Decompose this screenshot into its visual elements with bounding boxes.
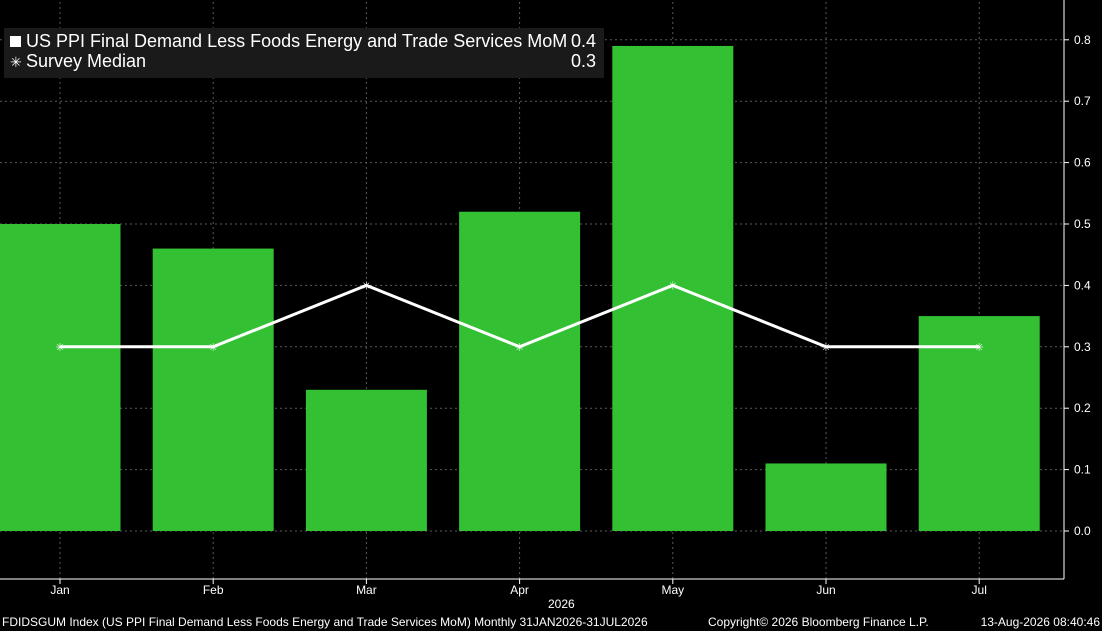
- y-tick-label: 0.0: [1074, 524, 1091, 538]
- y-tick-label: 0.6: [1074, 156, 1091, 170]
- bar: [918, 316, 1040, 531]
- footer-copyright: Copyright© 2026 Bloomberg Finance L.P.: [708, 615, 929, 629]
- median-point: ✳: [55, 341, 64, 354]
- legend-value-survey: 0.3: [570, 51, 596, 71]
- x-tick-label: Feb: [203, 583, 224, 597]
- legend: US PPI Final Demand Less Foods Energy an…: [4, 28, 604, 78]
- bar: [152, 248, 274, 531]
- median-point: ✳: [209, 341, 218, 354]
- asterisk-marker-icon: ✳: [10, 54, 22, 70]
- y-tick-label: 0.4: [1074, 278, 1091, 292]
- bar-swatch-icon: [10, 36, 21, 47]
- bar: [612, 45, 734, 531]
- footer-source: FDIDSGUM Index (US PPI Final Demand Less…: [2, 615, 648, 629]
- y-tick-label: 0.1: [1074, 463, 1091, 477]
- x-tick-label: Jan: [50, 583, 69, 597]
- bar: [765, 463, 887, 531]
- y-tick-label: 0.3: [1074, 340, 1091, 354]
- x-tick-label: Apr: [510, 583, 529, 597]
- legend-entry-survey: ✳ Survey Median 0.3: [10, 51, 596, 71]
- legend-entry-ppi: US PPI Final Demand Less Foods Energy an…: [10, 31, 596, 51]
- x-tick-label: Mar: [356, 583, 377, 597]
- x-tick-label: May: [661, 583, 684, 597]
- y-tick-label: 0.7: [1074, 94, 1091, 108]
- x-tick-label: Jul: [972, 583, 987, 597]
- bar-series: [0, 45, 1040, 531]
- bar: [305, 389, 427, 531]
- median-point: ✳: [515, 341, 524, 354]
- median-point: ✳: [975, 341, 984, 354]
- y-tick-label: 0.8: [1074, 33, 1091, 47]
- x-tick-label: Jun: [816, 583, 835, 597]
- median-line-series: ✳ ✳ ✳ ✳ ✳ ✳ ✳: [55, 279, 983, 353]
- x-axis-year-label: 2026: [548, 597, 575, 611]
- median-point: ✳: [668, 279, 677, 292]
- y-tick-label: 0.2: [1074, 401, 1091, 415]
- median-line: [60, 283, 980, 349]
- median-point: ✳: [362, 279, 371, 292]
- bar: [0, 224, 121, 531]
- legend-label-survey: Survey Median: [26, 51, 147, 71]
- footer-timestamp: 13-Aug-2026 08:40:46: [980, 615, 1100, 629]
- median-point: ✳: [821, 341, 830, 354]
- legend-value-ppi: 0.4: [570, 31, 596, 51]
- legend-label-ppi: US PPI Final Demand Less Foods Energy an…: [26, 31, 568, 51]
- bar: [459, 211, 581, 531]
- y-tick-label: 0.5: [1074, 217, 1091, 231]
